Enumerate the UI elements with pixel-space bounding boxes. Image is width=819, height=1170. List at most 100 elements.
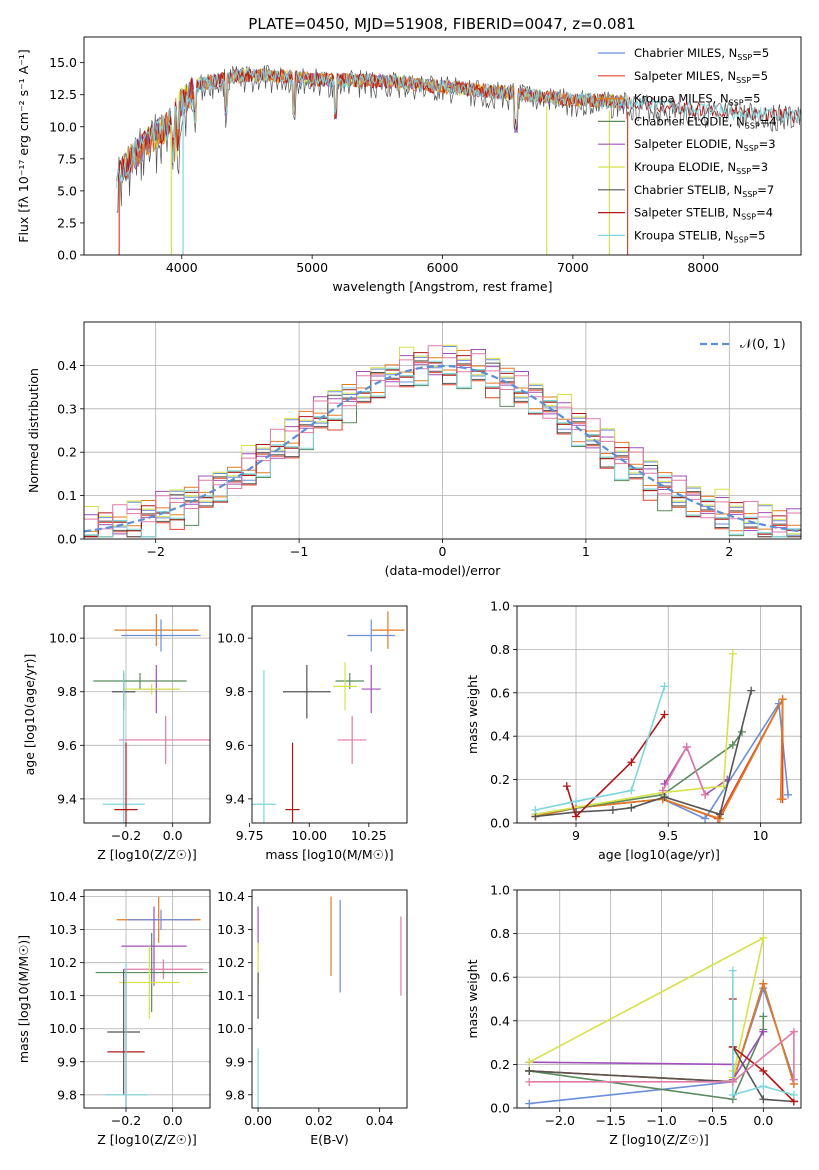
- y-tick-label: 0.4: [490, 729, 510, 744]
- panel-3: −0.2 0.0 9.4 9.6 9.8 10.0 Z [log10(Z/Z☉)] age […: [22, 605, 211, 862]
- x-axis-label: E(B-V): [310, 1132, 349, 1147]
- weight-point: [627, 786, 636, 795]
- weight-point: [525, 1058, 534, 1067]
- weight-series: [529, 1016, 765, 1101]
- y-tick-label: 1.0: [490, 883, 510, 898]
- x-tick-label: 0.0: [753, 1113, 773, 1128]
- x-tick-label: −1: [290, 544, 308, 559]
- y-tick-label: 10.2: [217, 955, 245, 970]
- x-tick-label: 5000: [296, 260, 328, 275]
- y-tick-label: 7.5: [57, 151, 77, 166]
- weight-point: [531, 805, 540, 814]
- x-axis-label: wavelength [Angstrom, rest frame]: [332, 279, 552, 294]
- x-tick-label: 0.0: [163, 1113, 183, 1128]
- weight-point: [682, 743, 691, 752]
- axes-frame: [83, 605, 211, 824]
- weight-point: [728, 649, 737, 658]
- x-axis-label: Z [log10(Z/Z☉)]: [97, 1132, 197, 1147]
- x-tick-label: 1: [582, 544, 590, 559]
- panel-4: 9.75 10.00 10.25 9.4 9.6 9.8 10.0 mass [log10(M…: [217, 605, 408, 862]
- y-axis-label: mass [log10(M/M☉)]: [16, 935, 31, 1063]
- x-tick-label: 9.5: [658, 828, 678, 843]
- weight-point: [789, 1027, 798, 1036]
- y-tick-label: 9.4: [57, 791, 77, 806]
- legend: Chabrier MILES, NSSP=5 Salpeter MILES, NS…: [598, 46, 777, 244]
- x-tick-label: −2: [146, 544, 164, 559]
- weight-point: [658, 786, 667, 795]
- x-tick-label: −0.5: [697, 1113, 727, 1128]
- spectrum-line: [116, 68, 801, 189]
- x-tick-label: −2.0: [545, 1113, 575, 1128]
- x-tick-label: −1.5: [595, 1113, 625, 1128]
- x-tick-label: 7000: [557, 260, 589, 275]
- y-tick-label: 9.8: [57, 684, 77, 699]
- y-tick-label: 2.5: [57, 215, 77, 230]
- y-tick-label: 0.8: [490, 642, 510, 657]
- y-tick-label: 0.4: [57, 358, 77, 373]
- y-tick-label: 10.4: [217, 889, 245, 904]
- x-tick-label: 4000: [166, 260, 198, 275]
- histogram-series: [84, 345, 801, 533]
- weight-point: [789, 1075, 798, 1084]
- x-axis-label: age [log10(age/yr)]: [598, 847, 720, 862]
- legend-label: Chabrier MILES, NSSP=5: [634, 46, 769, 62]
- y-tick-label: 10.3: [49, 922, 77, 937]
- x-tick-label: 9.75: [236, 828, 264, 843]
- x-axis-label: Z [log10(Z/Z☉)]: [609, 1132, 709, 1147]
- y-tick-label: 9.8: [225, 1087, 245, 1102]
- y-tick-label: 9.6: [225, 738, 245, 753]
- weight-series: [535, 653, 734, 816]
- y-tick-label: 10.0: [217, 631, 245, 646]
- y-tick-label: 0.6: [490, 970, 510, 985]
- axes-frame: [516, 605, 802, 824]
- y-tick-label: 10.0: [49, 1021, 77, 1036]
- y-tick-label: 10.0: [49, 119, 77, 134]
- weight-point: [759, 1066, 768, 1075]
- y-tick-label: 1.0: [490, 599, 510, 614]
- plot-area: [531, 649, 793, 823]
- y-tick-label: 0.0: [57, 532, 77, 547]
- y-tick-label: 0.4: [490, 1013, 510, 1028]
- y-axis-label: Normed distribution: [26, 368, 41, 493]
- y-tick-label: 15.0: [49, 55, 77, 70]
- weight-point: [728, 1077, 737, 1086]
- y-tick-label: 0.2: [490, 772, 510, 787]
- normal-curve: [84, 364, 801, 533]
- panel-7: 0.00 0.02 0.04 9.8 9.9 10.0 10.1 10.2 10.3 10.4 E(…: [217, 889, 408, 1147]
- y-tick-label: 9.4: [225, 791, 245, 806]
- x-tick-label: −0.2: [111, 1113, 141, 1128]
- weight-point: [776, 795, 785, 804]
- weight-point: [660, 710, 669, 719]
- legend-label: Kroupa STELIB, NSSP=5: [634, 228, 765, 244]
- histogram-series: [84, 360, 801, 538]
- plot-area: [84, 344, 801, 538]
- x-axis-label: Z [log10(Z/Z☉)]: [97, 847, 197, 862]
- y-tick-label: 0.0: [490, 1101, 510, 1116]
- weight-point: [728, 966, 737, 975]
- y-tick-label: 10.1: [217, 988, 245, 1003]
- weight-point: [759, 1012, 768, 1021]
- weight-point: [525, 1099, 534, 1108]
- x-tick-label: 2: [725, 544, 733, 559]
- spectrum-line: [116, 69, 801, 183]
- y-tick-label: 9.6: [57, 738, 77, 753]
- weight-point: [728, 740, 737, 749]
- y-tick-label: 0.0: [57, 248, 77, 263]
- weight-series: [732, 970, 795, 1096]
- axes-frame: [251, 889, 408, 1109]
- y-tick-label: 10.3: [217, 922, 245, 937]
- x-tick-label: 10.00: [291, 828, 327, 843]
- weight-series: [535, 686, 666, 811]
- weight-point: [701, 790, 710, 799]
- panel-6: −0.2 0.0 9.8 9.9 10.0 10.1 10.2 10.3 10.4 Z [log1…: [16, 889, 211, 1147]
- y-tick-label: 0.3: [57, 401, 77, 416]
- x-tick-label: 0.0: [163, 828, 183, 843]
- axes-frame: [83, 321, 802, 540]
- x-tick-label: −1.0: [646, 1113, 676, 1128]
- weight-point: [789, 1090, 798, 1099]
- y-tick-label: 10.0: [49, 631, 77, 646]
- panel-8: −2.0 −1.5 −1.0 −0.5 0.0 0.0 0.2 0.4 0.6 0.8 1.0 Z […: [465, 883, 802, 1147]
- weight-point: [778, 695, 787, 704]
- plot-area: [252, 611, 405, 823]
- weight-point: [525, 1066, 534, 1075]
